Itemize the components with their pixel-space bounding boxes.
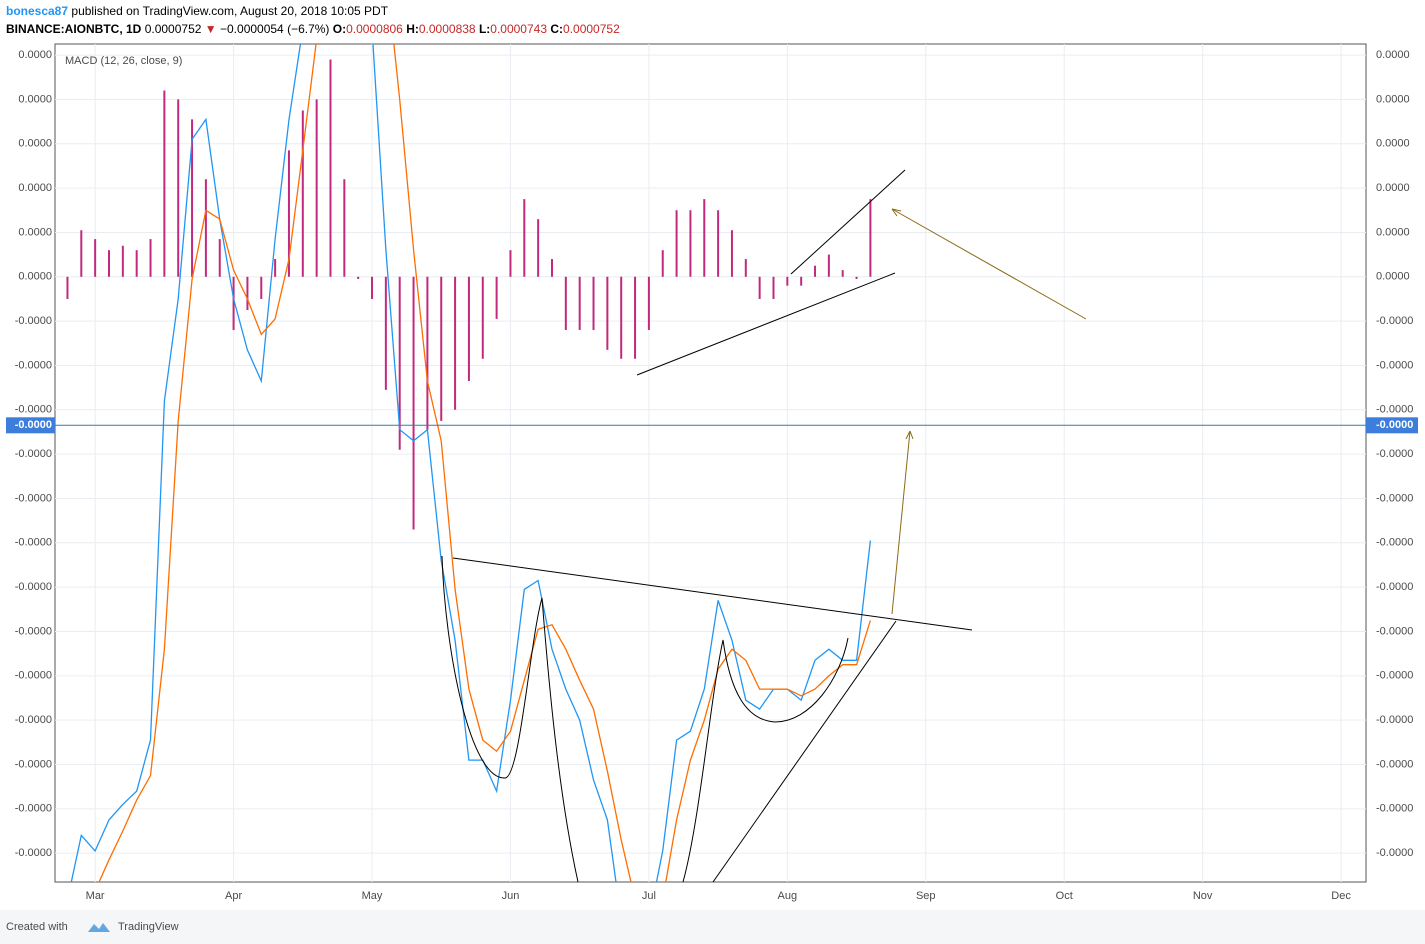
x-tick-label: Jul [642, 890, 656, 902]
o: 0.0000806 [346, 22, 403, 36]
c: 0.0000752 [563, 22, 620, 36]
macd-line [98, 44, 872, 882]
y-tick-label: 0.0000 [18, 182, 52, 194]
y-tick-label: -0.0000 [15, 315, 52, 327]
h-label: H: [406, 22, 419, 36]
x-tick-label: Dec [1331, 890, 1351, 902]
arrow-head [891, 208, 902, 217]
h: 0.0000838 [419, 22, 476, 36]
x-tick-label: Nov [1193, 890, 1213, 902]
header-line: bonesca87 published on TradingView.com, … [6, 4, 389, 18]
grid [55, 44, 1366, 882]
pattern-curve [682, 637, 849, 882]
trend-line [452, 557, 973, 631]
x-tick-label: Apr [225, 890, 242, 902]
y-tick-label-right: -0.0000 [1376, 803, 1413, 815]
y-tick-label: -0.0000 [15, 847, 52, 859]
x-tick-label: Jun [502, 890, 520, 902]
arrow-line [891, 208, 1087, 320]
last: 0.0000752 [145, 22, 202, 36]
y-tick-label-right: 0.0000 [1376, 93, 1410, 105]
y-tick-label-right: 0.0000 [1376, 49, 1410, 61]
y-tick-label-right: -0.0000 [1376, 492, 1413, 504]
y-tick-label-right: -0.0000 [1376, 670, 1413, 682]
last-value-tag [6, 417, 55, 434]
footer-created: Created with [6, 921, 68, 933]
macd-line [70, 44, 872, 882]
indicator-title: MACD (12, 26, close, 9) [65, 55, 182, 67]
author[interactable]: bonesca87 [6, 4, 68, 18]
trend-line [790, 169, 906, 275]
c-label: C: [550, 22, 563, 36]
symbol-line: BINANCE:AIONBTC, 1D 0.0000752 ▼ −0.00000… [6, 22, 620, 36]
x-tick-label: Oct [1056, 890, 1073, 902]
y-tick-label: -0.0000 [15, 625, 52, 637]
y-tick-label: -0.0000 [15, 581, 52, 593]
y-tick-label: 0.0000 [18, 138, 52, 150]
y-tick-label: -0.0000 [15, 670, 52, 682]
y-tick-label-right: -0.0000 [1376, 847, 1413, 859]
published: published on TradingView.com, August 20,… [71, 4, 388, 18]
y-tick-label: -0.0000 [15, 758, 52, 770]
last-value-label: -0.0000 [15, 419, 52, 431]
trend-line [712, 620, 897, 882]
arrow-head [905, 430, 914, 440]
y-tick-label-right: 0.0000 [1376, 226, 1410, 238]
y-tick-label-right: 0.0000 [1376, 138, 1410, 150]
y-tick-label-right: -0.0000 [1376, 714, 1413, 726]
footer-bar [0, 910, 1425, 944]
drawings [441, 169, 1087, 882]
y-tick-label-right: -0.0000 [1376, 315, 1413, 327]
logo [88, 923, 110, 932]
y-tick-label-right: -0.0000 [1376, 537, 1413, 549]
arrow-line [891, 430, 911, 615]
y-tick-label: -0.0000 [15, 448, 52, 460]
x-tick-label: Aug [778, 890, 798, 902]
y-tick-label: 0.0000 [18, 49, 52, 61]
y-tick-label-right: -0.0000 [1376, 758, 1413, 770]
y-tick-label-right: -0.0000 [1376, 404, 1413, 416]
plot-frame [54, 43, 1367, 883]
y-tick-label-right: -0.0000 [1376, 448, 1413, 460]
change: −0.0000054 (−6.7%) [220, 22, 329, 36]
y-tick-label: 0.0000 [18, 93, 52, 105]
last-value-label-right: -0.0000 [1376, 419, 1413, 431]
o-label: O: [333, 22, 346, 36]
y-tick-label-right: -0.0000 [1376, 625, 1413, 637]
y-tick-label: -0.0000 [15, 714, 52, 726]
trend-line [636, 272, 896, 376]
y-tick-label: 0.0000 [18, 271, 52, 283]
x-tick-label: Sep [916, 890, 936, 902]
y-tick-label: -0.0000 [15, 537, 52, 549]
y-tick-label-right: -0.0000 [1376, 359, 1413, 371]
footer-brand[interactable]: TradingView [118, 921, 179, 933]
y-tick-label-right: 0.0000 [1376, 182, 1410, 194]
x-tick-label: Mar [86, 890, 105, 902]
symbol: BINANCE:AIONBTC, 1D [6, 22, 142, 36]
l-label: L: [479, 22, 490, 36]
y-tick-label: -0.0000 [15, 803, 52, 815]
last-value-tag-right [1366, 417, 1418, 434]
y-tick-label: -0.0000 [15, 404, 52, 416]
y-tick-label: 0.0000 [18, 226, 52, 238]
y-tick-label-right: 0.0000 [1376, 271, 1410, 283]
arrow: ▼ [205, 22, 217, 36]
y-tick-label: -0.0000 [15, 359, 52, 371]
marks [66, 44, 872, 882]
y-tick-label-right: -0.0000 [1376, 581, 1413, 593]
l: 0.0000743 [490, 22, 547, 36]
x-tick-label: May [362, 890, 383, 902]
pattern-curve [441, 555, 579, 882]
y-tick-label: -0.0000 [15, 492, 52, 504]
